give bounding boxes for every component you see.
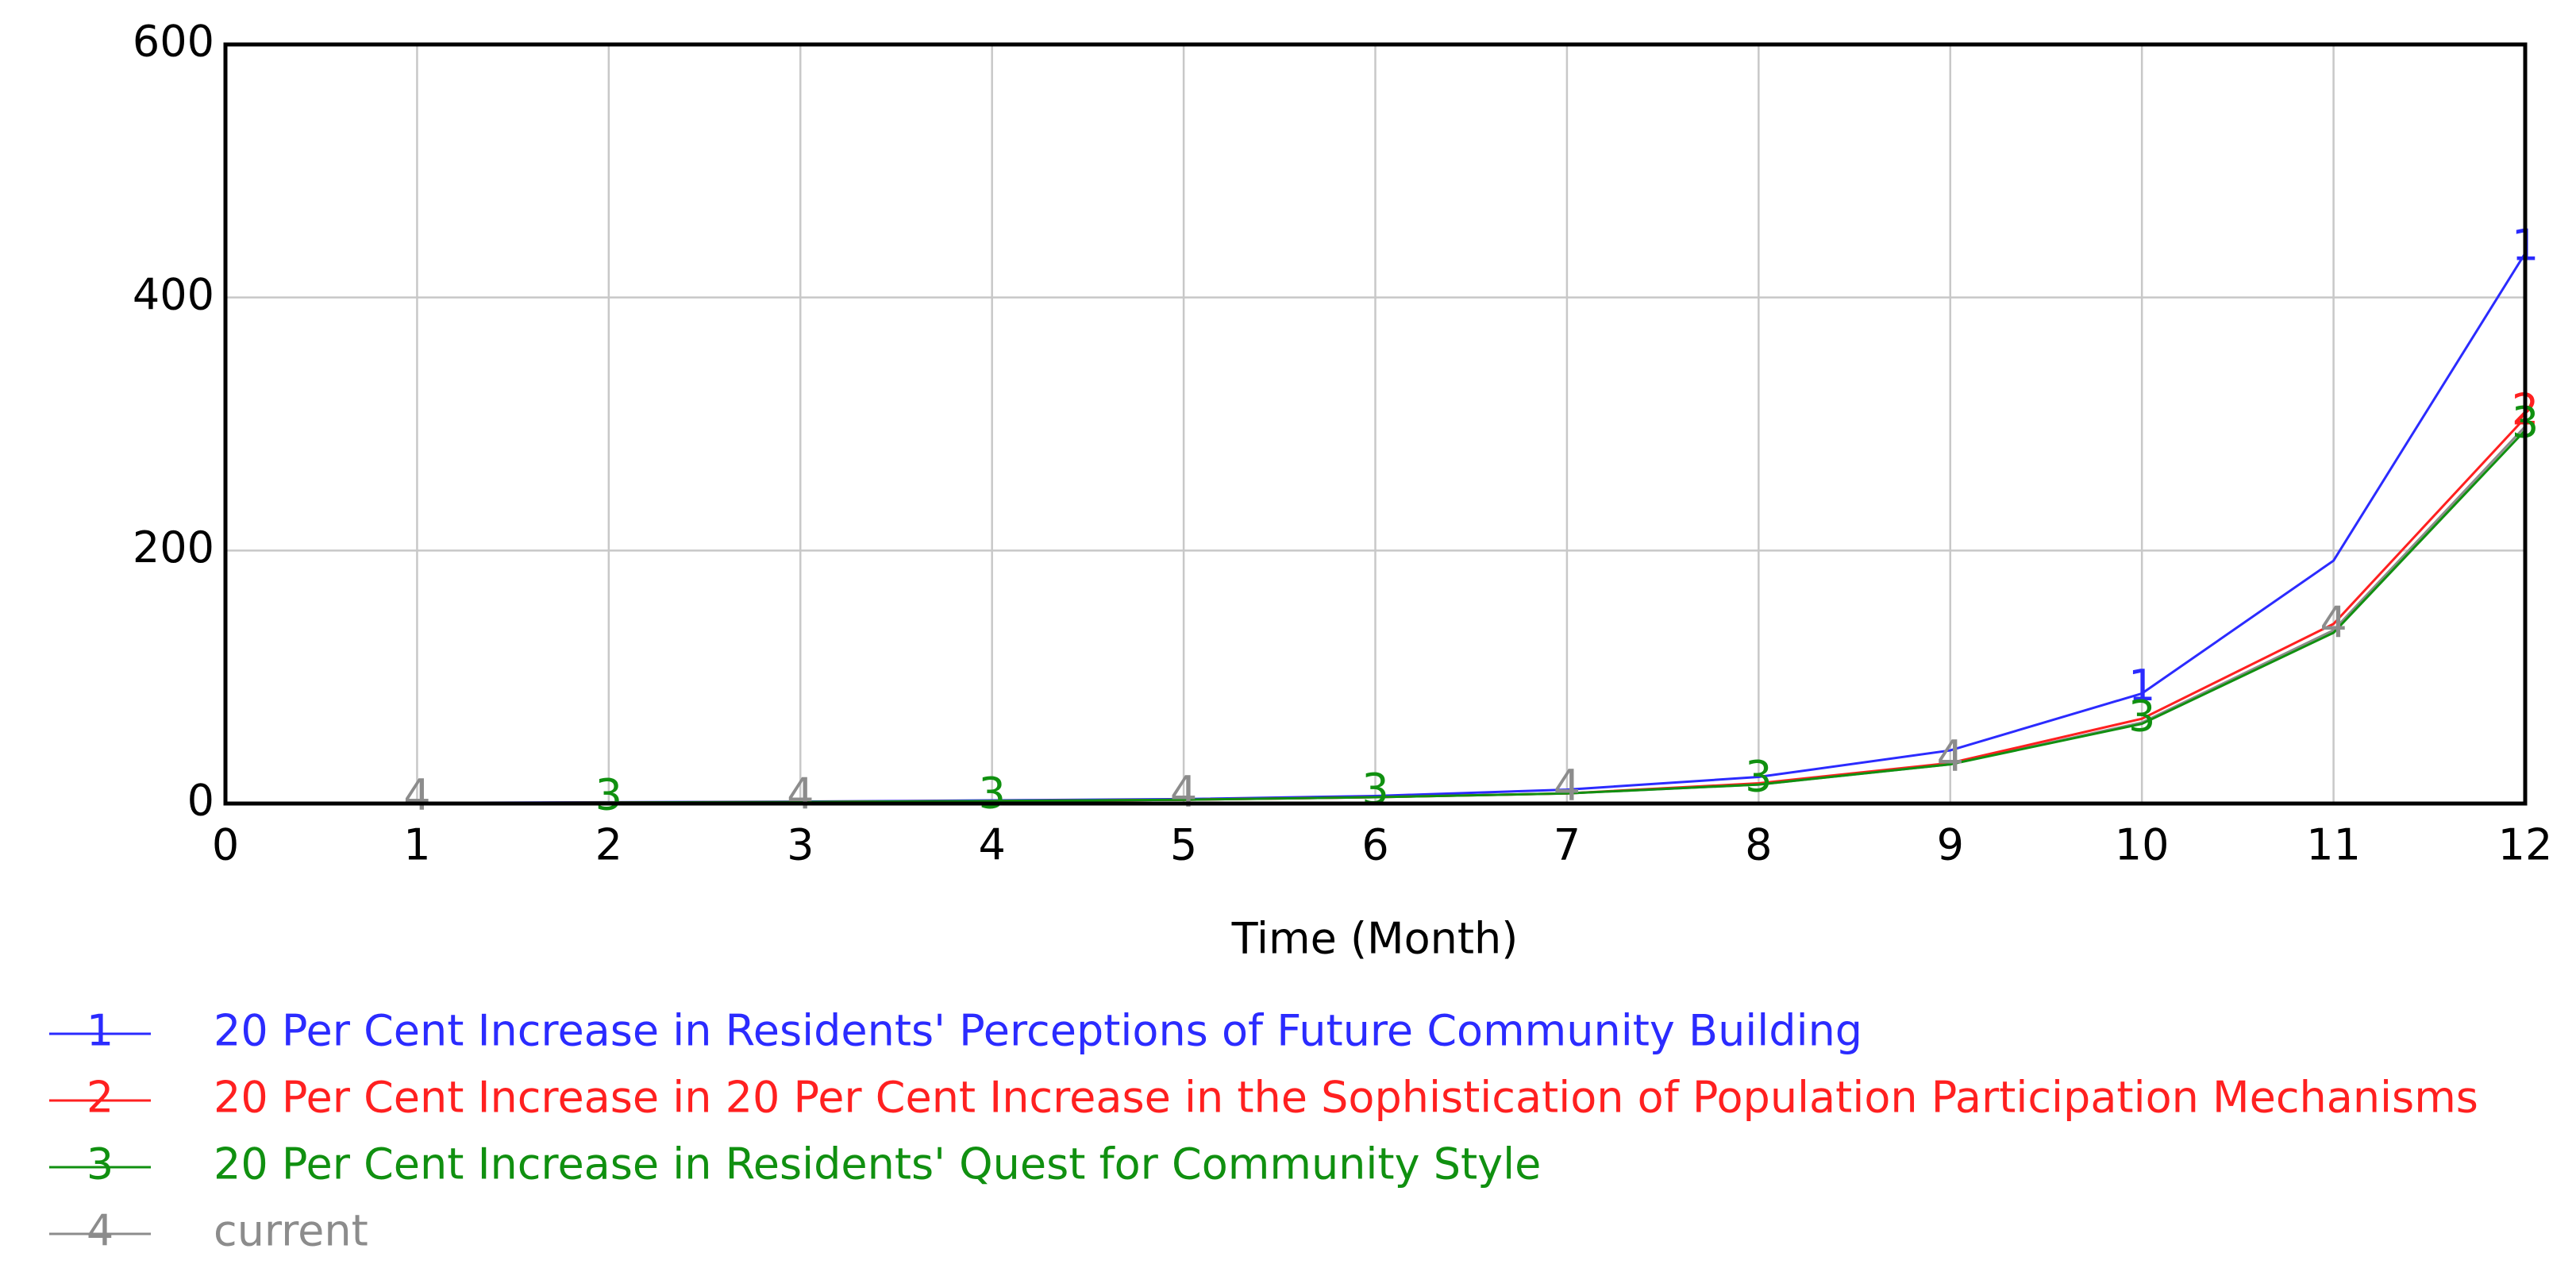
x-tick-label: 7 [1554,820,1581,870]
x-tick-label: 11 [2306,820,2361,870]
line-marker-label: 4 [403,770,430,820]
line-marker-label: 1 [2128,661,2155,711]
x-tick-label: 2 [595,820,622,870]
x-tick-label: 8 [1745,820,1772,870]
legend-marker: 2 [87,1073,114,1123]
legend-marker: 1 [87,1006,114,1056]
legend-label: 20 Per Cent Increase in 20 Per Cent Incr… [214,1073,2478,1123]
legend-marker: 3 [87,1139,114,1189]
line-marker-label: 3 [978,768,1005,818]
x-tick-label: 4 [978,820,1005,870]
legend-label: current [214,1206,368,1256]
plot-frame [223,42,2528,806]
line-marker-label: 4 [1937,731,1964,781]
y-tick-label: 400 [133,269,214,319]
line-marker-label: 4 [2320,597,2347,647]
y-tick-label: 600 [133,17,214,67]
x-tick-label: 1 [403,820,430,870]
x-tick-label: 10 [2115,820,2170,870]
x-tick-label: 12 [2498,820,2553,870]
x-tick-label: 3 [787,820,814,870]
line-marker-label: 4 [787,769,814,819]
x-tick-label: 9 [1937,820,1964,870]
line-marker-label: 3 [595,769,622,819]
y-tick-label: 200 [133,522,214,572]
line-marker-label: 4 [1170,767,1197,817]
line-marker-label: 3 [1361,765,1388,815]
x-tick-label: 0 [212,820,239,870]
y-tick-label: 0 [187,776,214,826]
line-marker-label: 3 [2128,691,2155,741]
legend-marker: 4 [87,1206,114,1256]
x-tick-label: 6 [1361,820,1388,870]
line-marker-label: 3 [1745,752,1772,802]
legend-label: 20 Per Cent Increase in Residents' Quest… [214,1139,1541,1189]
legend-label: 20 Per Cent Increase in Residents' Perce… [214,1006,1862,1056]
x-axis-label: Time (Month) [1231,914,1519,964]
x-tick-label: 5 [1170,820,1197,870]
